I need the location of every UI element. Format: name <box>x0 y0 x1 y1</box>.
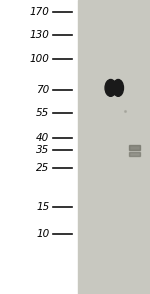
Text: 40: 40 <box>36 133 50 143</box>
Ellipse shape <box>111 84 118 94</box>
Text: 130: 130 <box>30 30 50 40</box>
Text: 70: 70 <box>36 85 50 95</box>
Text: 55: 55 <box>36 108 50 118</box>
Text: 10: 10 <box>36 229 50 239</box>
Text: 15: 15 <box>36 202 50 212</box>
Text: 25: 25 <box>36 163 50 173</box>
Text: 170: 170 <box>30 7 50 17</box>
Ellipse shape <box>105 79 116 96</box>
Ellipse shape <box>113 79 123 96</box>
Bar <box>129 145 140 150</box>
Text: 100: 100 <box>30 54 50 64</box>
Bar <box>78 0 150 294</box>
Text: 35: 35 <box>36 145 50 155</box>
Bar <box>129 152 140 156</box>
Bar <box>0 0 78 294</box>
